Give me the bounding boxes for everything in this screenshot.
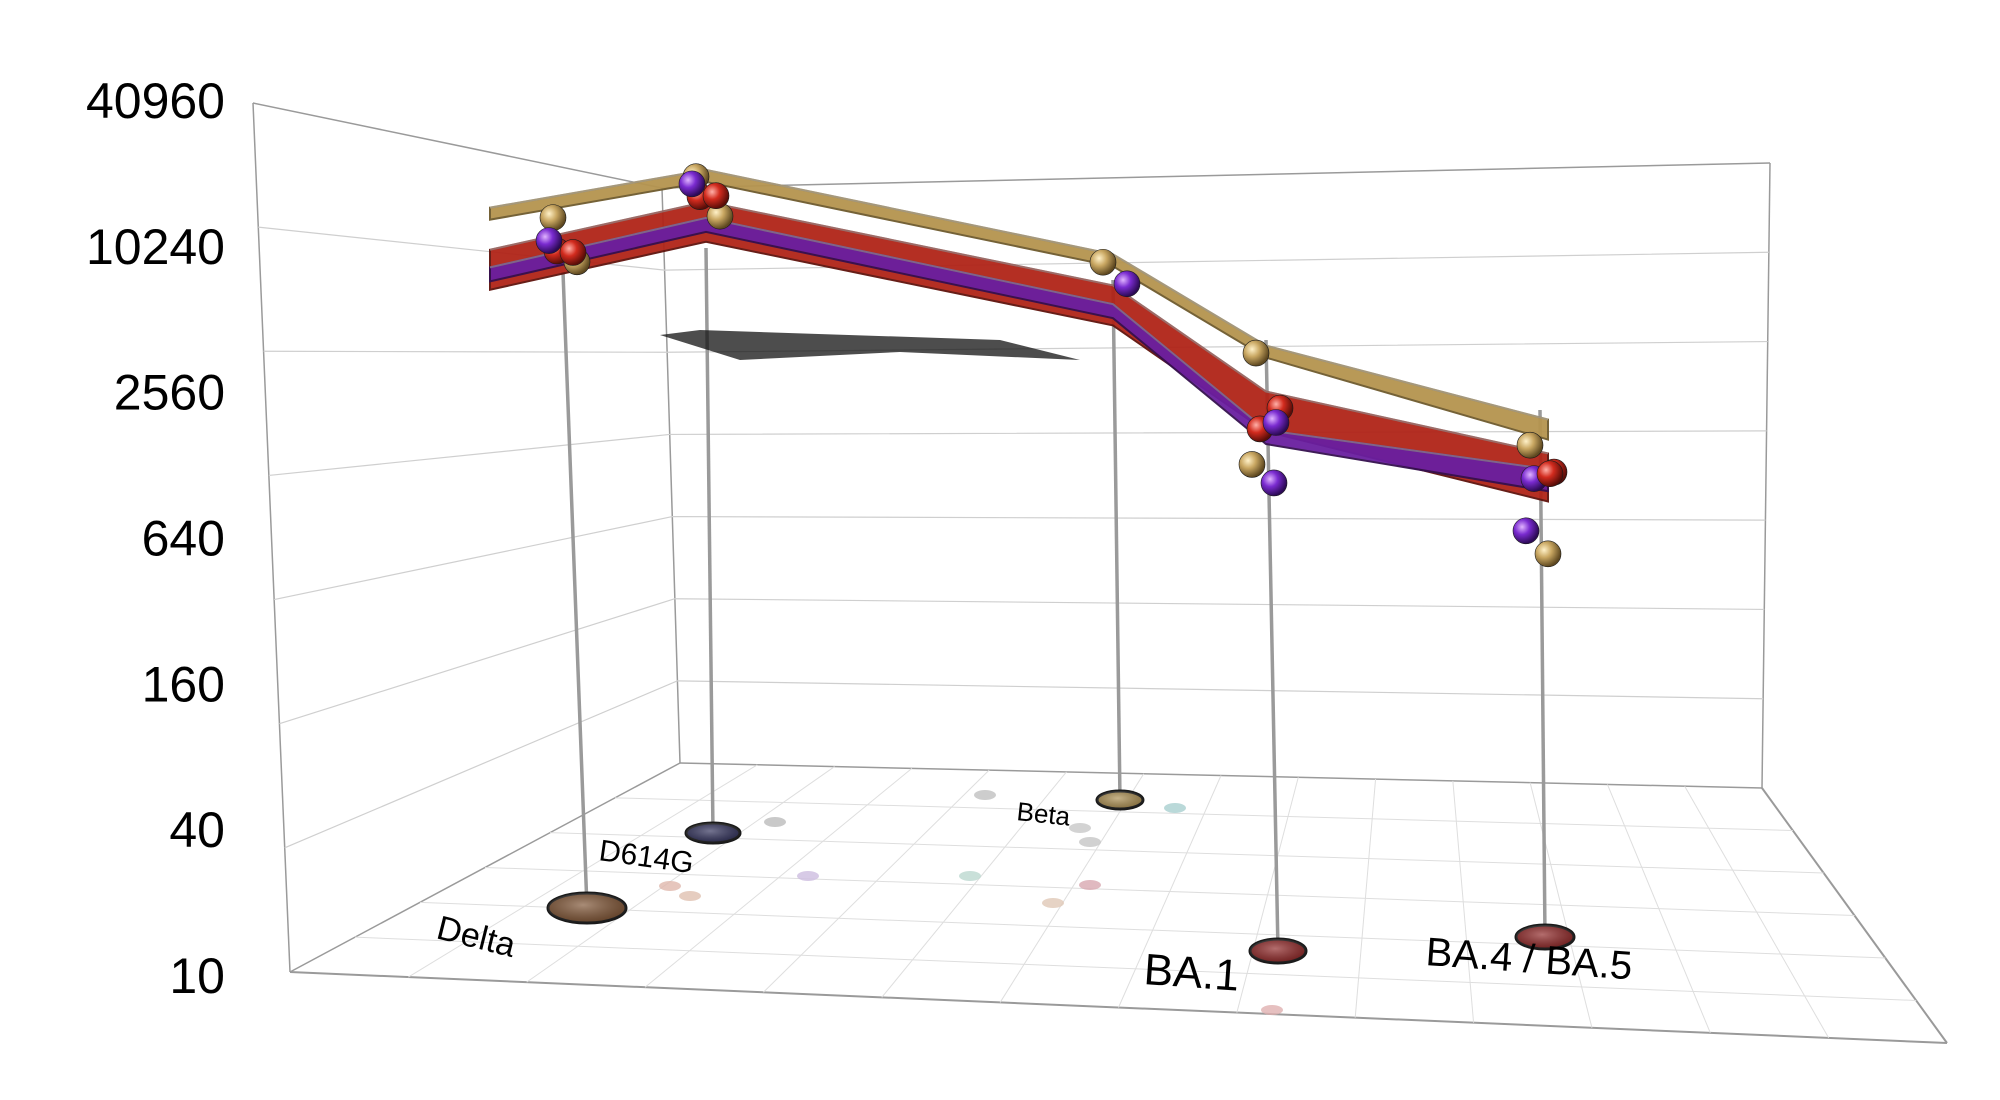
variant-disc-shade [548, 893, 626, 923]
surface-series [489, 216, 1549, 493]
data-point-sphere [1260, 469, 1288, 497]
variant-stems [561, 247, 1547, 952]
variant-label: BA.1 [1142, 945, 1241, 1001]
floor-dot [974, 790, 996, 800]
y-tick-label: 10 [169, 948, 225, 1004]
wall-gridline [258, 226, 1769, 271]
data-point-sphere [1113, 270, 1141, 298]
surface-edge-highlight [489, 200, 1549, 455]
y-tick-label: 10240 [86, 219, 225, 275]
data-point-sphere [539, 204, 567, 231]
y-tick-label: 160 [142, 656, 225, 712]
data-point-sphere [1242, 339, 1270, 367]
variant-label: BA.4 / BA.5 [1424, 930, 1633, 988]
floor-gridlines [354, 764, 1917, 1039]
variant-disc-shade [1516, 925, 1574, 949]
data-point-sphere [1534, 540, 1562, 568]
data-point-sphere [1536, 460, 1564, 488]
floor-gridline [614, 797, 1793, 831]
floor-dot [1164, 803, 1186, 813]
landscape-surfaces [489, 168, 1549, 503]
y-axis-ticks: 10 40 160 640 2560 10240 40960 [86, 73, 225, 1004]
variant-stem [1111, 279, 1122, 801]
wall-gridline [274, 515, 1766, 601]
data-point-sphere [702, 182, 730, 210]
surface-series [489, 168, 1549, 441]
variant-label: Beta [1015, 796, 1072, 831]
variant-disc-shade [1097, 791, 1143, 809]
floor-dot [1079, 880, 1101, 890]
floor-dot [1042, 898, 1064, 908]
floor-dot [797, 871, 819, 881]
data-point-sphere [1512, 517, 1540, 545]
surface-shadow [660, 330, 1080, 360]
data-point-sphere [535, 227, 563, 254]
y-tick-label: 40 [169, 802, 225, 858]
wall-gridline [284, 680, 1764, 849]
data-point-sphere [1238, 451, 1266, 478]
data-point-sphere [1089, 248, 1117, 276]
variant-stem [561, 271, 589, 909]
data-point-sphere [559, 239, 587, 266]
floor-dot [659, 881, 681, 891]
floor-dot [1069, 823, 1091, 833]
floor-dots [659, 790, 1283, 1015]
floor-gridline [419, 901, 1886, 959]
y-tick-label: 640 [142, 511, 225, 567]
variant-disc-shade [686, 823, 740, 843]
variant-discs [546, 789, 1576, 965]
data-point-sphere [1262, 409, 1290, 436]
floor-gridline [549, 832, 1824, 874]
floor-dot [679, 891, 701, 901]
variant-label: D614G [597, 834, 696, 880]
y-tick-label: 2560 [114, 365, 225, 421]
variant-disc-shade [1250, 939, 1306, 963]
plot-box [252, 102, 1948, 1044]
surface-edge-highlight [489, 216, 1549, 471]
floor-gridline [484, 867, 1855, 916]
floor-dot [1079, 837, 1101, 847]
floor-gridline [354, 936, 1917, 1001]
wall-gridline [279, 598, 1765, 725]
wall-gridlines [258, 226, 1769, 849]
data-point-sphere [678, 170, 706, 198]
wall-gridline [263, 340, 1768, 353]
y-tick-label: 40960 [86, 73, 225, 129]
data-points [535, 163, 1568, 568]
floor-dot [1261, 1005, 1283, 1015]
floor-dot [959, 871, 981, 881]
data-point-sphere [1516, 431, 1544, 459]
floor-dot [764, 817, 786, 827]
